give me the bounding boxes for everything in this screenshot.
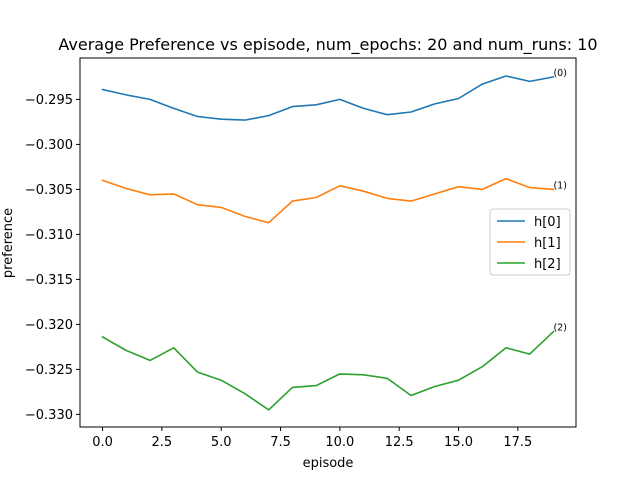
y-tick-label: −0.300 bbox=[25, 138, 73, 153]
legend-box bbox=[489, 208, 571, 276]
y-tick-label: −0.310 bbox=[25, 228, 73, 243]
x-tick-label: 12.5 bbox=[385, 435, 414, 450]
y-tick-label: −0.305 bbox=[25, 183, 73, 198]
x-tick-label: 7.5 bbox=[270, 435, 291, 450]
series-line-h0 bbox=[101, 75, 555, 121]
x-axis: 0.0 2.5 5.0 7.5 10.0 12.5 15.0 17.5 bbox=[92, 427, 532, 450]
x-tick-label: 0.0 bbox=[92, 435, 113, 450]
series-annotation: (0) bbox=[553, 68, 566, 79]
legend-label: h[2] bbox=[534, 257, 561, 272]
plot-frame bbox=[79, 57, 577, 428]
x-axis-label: episode bbox=[303, 456, 354, 471]
legend-label: h[1] bbox=[534, 236, 561, 251]
legend-label: h[0] bbox=[534, 215, 561, 230]
x-tick-label: 15.0 bbox=[444, 435, 473, 450]
y-tick-label: −0.325 bbox=[25, 363, 73, 378]
y-axis: −0.295 −0.300 −0.305 −0.310 −0.315 −0.320 −0.3… bbox=[25, 93, 80, 423]
y-tick-label: −0.295 bbox=[25, 93, 73, 108]
annotations: (0) (1) (2) bbox=[553, 68, 566, 334]
series-line-h2 bbox=[101, 330, 555, 411]
x-tick-label: 10.0 bbox=[325, 435, 354, 450]
x-tick-label: 5.0 bbox=[211, 435, 232, 450]
legend: h[0] h[1] h[2] bbox=[489, 208, 571, 276]
y-tick-label: −0.320 bbox=[25, 318, 73, 333]
series-line-h1 bbox=[101, 177, 555, 224]
series-annotation: (2) bbox=[553, 323, 566, 334]
x-tick-label: 17.5 bbox=[503, 435, 532, 450]
y-tick-label: −0.330 bbox=[25, 408, 73, 423]
x-tick-label: 2.5 bbox=[152, 435, 173, 450]
chart-title: Average Preference vs episode, num_epoch… bbox=[58, 35, 597, 55]
y-tick-label: −0.315 bbox=[25, 273, 73, 288]
y-axis-label: preference bbox=[1, 208, 16, 278]
plot-lines bbox=[101, 75, 555, 411]
series-annotation: (1) bbox=[553, 180, 566, 191]
